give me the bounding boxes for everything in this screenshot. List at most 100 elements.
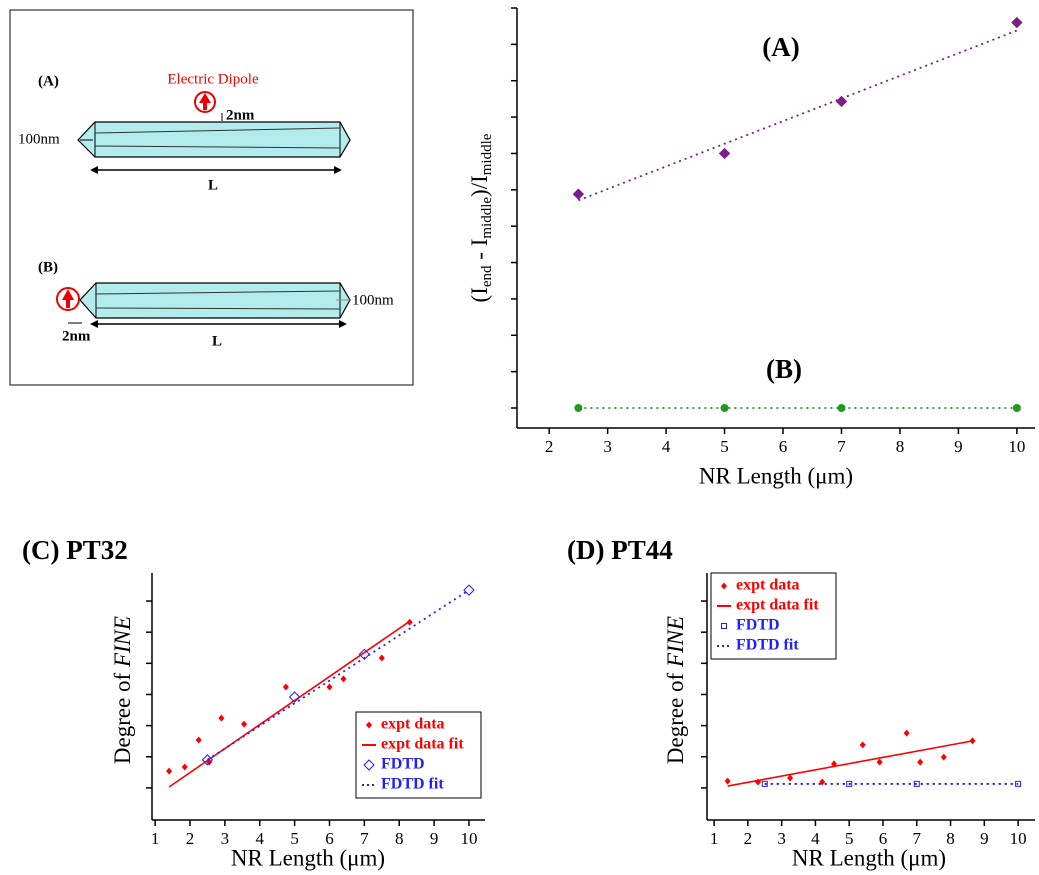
x-tick-label: 7 [360,829,369,848]
x-axis-label: NR Length (μm) [792,845,946,870]
marker [859,741,866,749]
y-axis-label-part: end [479,265,495,287]
marker [358,648,371,661]
x-tick-label: 10 [1008,437,1025,456]
arrowhead [90,320,98,328]
x-tick-label: 9 [430,829,439,848]
x-tick-label: 10 [1010,829,1027,848]
x-axis-label: NR Length (μm) [231,845,385,870]
marker [572,188,585,200]
arrowhead [90,166,98,174]
label: L [208,177,218,193]
x-tick-label: 2 [186,829,195,848]
legend-label: FDTD [381,756,425,773]
series-line [206,589,470,761]
label: L [212,333,222,349]
y-axis-label: Degree of FINE [110,616,135,764]
legend-label: expt data [381,716,445,733]
marker [181,763,188,771]
x-axis-label: NR Length (μm) [699,463,853,488]
rod-facet [94,127,341,134]
y-axis-label-part: )/I [467,175,492,197]
chart-title: (D) PT44 [567,535,673,565]
y-axis-label-part: Degree of [110,667,135,764]
marker [1015,780,1022,787]
legend-marker [721,582,727,590]
nanorod [77,121,351,158]
x-tick-label: 5 [720,437,729,456]
rod-facet [94,145,341,149]
x-tick-label: 6 [779,437,788,456]
label: (B) [38,259,58,275]
marker [835,95,848,108]
marker [241,720,248,728]
marker [718,147,731,160]
rod-facet [95,307,341,310]
marker [166,767,173,775]
marker [940,753,947,761]
x-tick-label: 2 [744,829,753,848]
x-tick-label: 1 [710,829,719,848]
y-axis-label-part: FINE [110,616,135,668]
legend-marker [363,759,375,771]
marker [837,404,846,412]
y-axis-label: Degree of FINE [663,616,688,764]
marker [463,584,475,596]
x-tick-label: 3 [777,829,786,848]
rod-facet [95,290,341,295]
marker [1012,404,1021,412]
nanorod [79,282,351,319]
x-tick-label: 5 [290,829,299,848]
label: (A) [38,73,59,89]
legend-marker [366,721,372,729]
legend-label: expt data [736,577,800,594]
marker [876,758,883,766]
y-axis-label-part: middle [479,133,495,175]
marker [913,780,920,787]
y-axis-label-part: - I [467,239,492,266]
x-tick-label: 9 [980,829,989,848]
marker [903,729,910,737]
annotation: (B) [766,354,802,384]
arrowhead [339,320,347,328]
legend-frame [710,572,837,660]
x-tick-label: 9 [954,437,963,456]
x-tick-label: 8 [946,829,955,848]
marker [195,736,202,744]
series-line [578,29,1018,202]
legend-marker [721,623,727,629]
marker [288,691,301,703]
x-tick-label: 7 [837,437,846,456]
y-axis-label-part: (I [467,287,492,302]
x-tick-label: 3 [603,437,612,456]
annotation: (A) [762,32,799,62]
label: 100nm [352,292,394,308]
x-tick-label: 7 [913,829,922,848]
x-tick-label: 5 [845,829,854,848]
x-tick-label: 4 [662,437,671,456]
marker [724,777,731,785]
x-tick-label: 3 [221,829,230,848]
arrowhead [334,166,342,174]
legend-label: expt data fit [736,597,819,614]
legend-label: expt data fit [381,736,464,753]
marker [574,404,583,412]
label: 2nm [226,107,255,123]
x-tick-label: 8 [896,437,905,456]
y-axis-label: (Iend - Imiddle)/Imiddle [467,133,495,302]
y-axis-label-part: FINE [663,616,688,668]
marker [1011,16,1023,29]
dipole-arrow [199,93,211,110]
x-tick-label: 8 [395,829,404,848]
legend-label: FDTD fit [381,776,444,793]
label: Electric Dipole [167,71,259,87]
x-tick-label: 4 [811,829,820,848]
marker [846,780,853,787]
dipole-arrow [62,289,74,308]
x-tick-label: 1 [151,829,160,848]
marker [720,404,729,412]
label: 2nm [62,328,91,344]
x-tick-label: 4 [255,829,264,848]
marker [340,675,347,683]
marker [787,774,794,782]
